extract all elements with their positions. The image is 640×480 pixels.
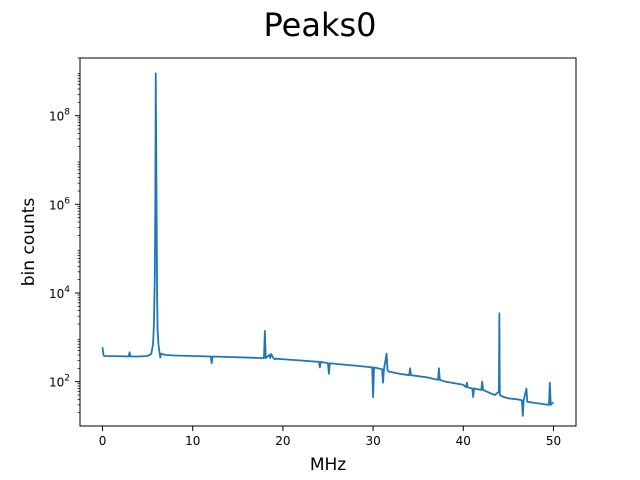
series-line-0	[101, 72, 554, 417]
y-tick-label: 108	[49, 108, 70, 124]
plot-area	[79, 57, 577, 427]
x-axis: 0 10 20 30 40 50	[99, 426, 561, 448]
series-group	[101, 72, 554, 417]
x-tick-label: 40	[456, 434, 471, 448]
chart-title: Peaks0	[263, 6, 376, 44]
y-axis: 102 104 106 108	[49, 57, 80, 414]
x-tick-label: 0	[99, 434, 107, 448]
x-tick-label: 30	[365, 434, 380, 448]
y-tick-label: 102	[49, 374, 70, 390]
x-tick-label: 20	[275, 434, 290, 448]
plot-frame	[79, 57, 577, 427]
y-tick-label: 104	[49, 285, 70, 301]
y-axis-label: bin counts	[19, 198, 39, 287]
x-axis-label: MHz	[310, 455, 346, 475]
y-tick-label: 106	[49, 196, 70, 212]
x-tick-label: 10	[185, 434, 200, 448]
x-tick-label: 50	[546, 434, 561, 448]
